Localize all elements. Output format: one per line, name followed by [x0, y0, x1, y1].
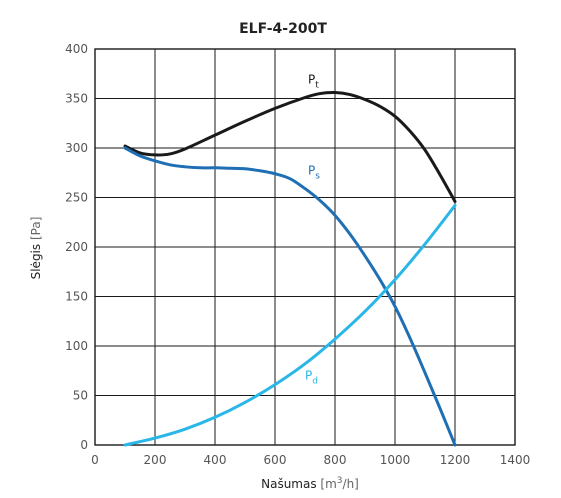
plot-grid	[94, 48, 516, 446]
series-layer	[123, 91, 457, 447]
series-label-sub: s	[315, 172, 320, 182]
series-label-sub: d	[312, 377, 318, 387]
x-tick-label: 0	[91, 453, 99, 467]
x-tick-label: 200	[144, 453, 167, 467]
y-axis-ticks: 0 50 100 150 200 250 300 350 400	[65, 42, 88, 452]
chart-title: ELF-4-200T	[239, 21, 327, 37]
x-axis-unit-close: /h]	[343, 477, 359, 491]
series-line-pd	[123, 203, 457, 447]
series-label-main: P	[308, 73, 315, 87]
x-tick-label: 1200	[440, 453, 471, 467]
y-axis-label: Slėgis [Pa]	[29, 217, 43, 280]
y-tick-label: 150	[65, 290, 88, 304]
x-tick-label: 1400	[500, 453, 531, 467]
x-tick-label: 1000	[380, 453, 411, 467]
series-label-main: P	[305, 369, 312, 383]
y-tick-label: 0	[80, 438, 88, 452]
y-tick-label: 100	[65, 339, 88, 353]
series-label-pd: Pd	[305, 369, 318, 387]
y-tick-label: 300	[65, 141, 88, 155]
series-line-pt	[123, 91, 457, 203]
x-axis-unit-open: [m	[320, 477, 336, 491]
x-tick-label: 400	[204, 453, 227, 467]
y-tick-label: 200	[65, 240, 88, 254]
series-line-ps	[123, 146, 457, 447]
y-tick-label: 250	[65, 191, 88, 205]
y-axis-label-text: Slėgis	[29, 244, 43, 280]
series-label-ps: Ps	[308, 164, 320, 182]
y-axis-unit: [Pa]	[29, 217, 43, 240]
y-tick-label: 350	[65, 92, 88, 106]
series-label-main: P	[308, 164, 315, 178]
x-axis-label: Našumas [m3/h]	[261, 476, 359, 491]
y-tick-label: 50	[73, 389, 88, 403]
y-tick-label: 400	[65, 42, 88, 56]
x-axis-label-text: Našumas	[261, 477, 316, 491]
series-label-sub: t	[315, 81, 319, 91]
x-axis-unit-sup: 3	[337, 476, 343, 486]
x-axis-ticks: 0 200 400 600 800 1000 1200 1400	[91, 453, 530, 467]
x-tick-label: 600	[264, 453, 287, 467]
x-tick-label: 800	[324, 453, 347, 467]
series-label-pt: Pt	[308, 73, 319, 91]
